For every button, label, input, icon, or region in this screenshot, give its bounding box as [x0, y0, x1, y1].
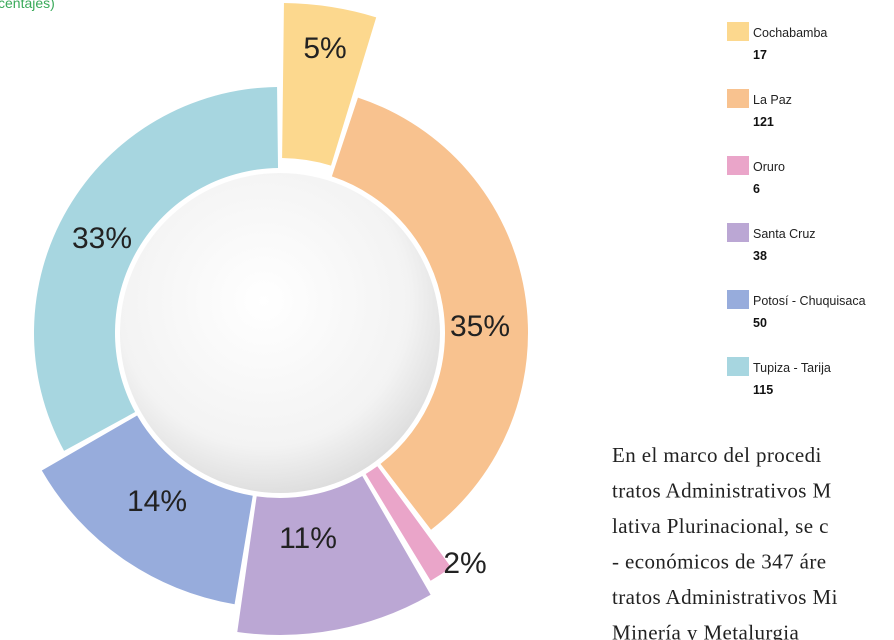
data-label: 5% [303, 32, 346, 65]
data-label: 33% [72, 222, 132, 255]
legend-swatch [727, 290, 749, 309]
legend-swatch [727, 89, 749, 108]
paragraph-line: lativa Plurinacional, se c [612, 514, 829, 538]
legend-value: 121 [753, 115, 774, 129]
legend-swatch [727, 156, 749, 175]
legend-value: 6 [753, 182, 760, 196]
subtitle: centajes) [0, 0, 55, 11]
legend-label: Tupiza - Tarija [753, 361, 831, 375]
legend-label: Santa Cruz [753, 227, 816, 241]
paragraph-line: tratos Administrativos M [612, 479, 832, 503]
paragraph-line: tratos Administrativos Mi [612, 585, 838, 609]
legend-label: Potosí - Chuquisaca [753, 294, 866, 308]
donut-segment [365, 466, 452, 581]
legend-value: 50 [753, 316, 767, 330]
legend-swatch [727, 223, 749, 242]
paragraph-line: En el marco del procedi [612, 443, 822, 467]
paragraph-line: Minería y Metalurgia [612, 621, 800, 640]
donut-segment [237, 476, 431, 635]
donut-segment [33, 87, 279, 451]
inner-circle [120, 173, 440, 493]
legend-label: Cochabamba [753, 26, 827, 40]
data-label: 14% [127, 485, 187, 518]
legend-label: Oruro [753, 160, 785, 174]
paragraph-line: - económicos de 347 áre [612, 550, 826, 574]
data-label: 2% [443, 547, 486, 580]
legend-label: La Paz [753, 93, 792, 107]
donut-segment [41, 415, 253, 605]
legend-value: 115 [753, 383, 773, 397]
legend-value: 17 [753, 48, 767, 62]
donut-segment [282, 3, 377, 166]
legend-value: 38 [753, 249, 767, 263]
legend-swatch [727, 357, 749, 376]
data-label: 11% [279, 522, 337, 555]
data-label: 35% [450, 310, 510, 343]
legend-swatch [727, 22, 749, 41]
donut-segment [331, 97, 528, 530]
